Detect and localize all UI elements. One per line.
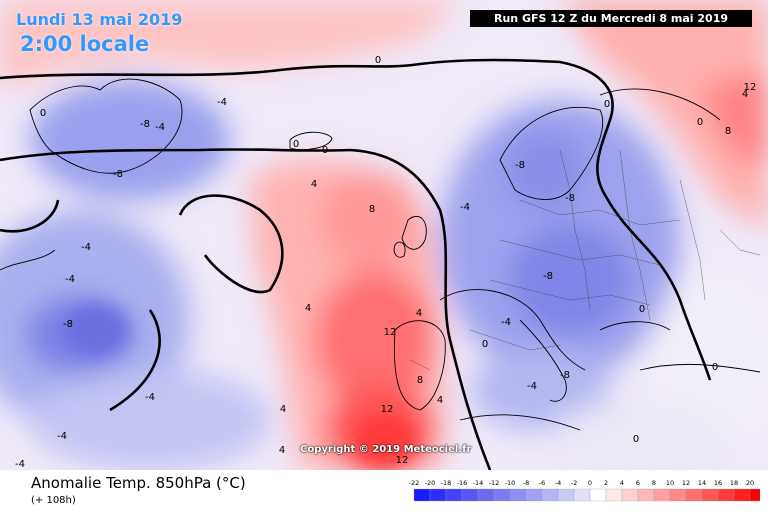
svg-text:4: 4 xyxy=(280,404,286,415)
svg-text:4: 4 xyxy=(311,179,317,190)
svg-text:12: 12 xyxy=(381,404,394,415)
svg-text:0: 0 xyxy=(712,362,718,373)
legend-tick-label: 6 xyxy=(636,479,640,487)
legend-swatch xyxy=(685,488,703,502)
svg-text:-4: -4 xyxy=(57,431,67,442)
svg-text:0: 0 xyxy=(482,339,488,350)
svg-text:12: 12 xyxy=(384,327,397,338)
svg-text:12: 12 xyxy=(396,455,409,466)
legend-swatch xyxy=(493,488,511,502)
legend-swatch xyxy=(477,488,495,502)
legend-tick-label: 4 xyxy=(620,479,624,487)
country-borders xyxy=(409,149,761,371)
legend-tick-label: -8 xyxy=(523,479,529,487)
legend-swatch xyxy=(557,488,575,502)
legend-tick-label: -2 xyxy=(571,479,577,487)
legend-tick-label: -14 xyxy=(473,479,484,487)
svg-text:0: 0 xyxy=(293,139,299,150)
svg-text:-8: -8 xyxy=(565,193,575,204)
svg-text:0: 0 xyxy=(40,108,46,119)
legend-tick-label: -20 xyxy=(425,479,436,487)
svg-text:4: 4 xyxy=(279,445,285,456)
legend-tick-label: -22 xyxy=(409,479,420,487)
legend-swatch xyxy=(509,488,527,502)
svg-text:4: 4 xyxy=(437,395,443,406)
legend-swatch xyxy=(445,488,463,502)
legend-tick-label: 20 xyxy=(746,479,754,487)
svg-text:-4: -4 xyxy=(217,97,227,108)
legend-tick-label: 18 xyxy=(730,479,738,487)
svg-text:-8: -8 xyxy=(63,319,73,330)
color-scale-legend: -22 -20 -18 -16 -14 -12 -10 -8 -6 -4 -2 0 2 4 6 8 10 12 14… xyxy=(409,479,760,502)
legend-tick-label: -12 xyxy=(489,479,500,487)
svg-text:4: 4 xyxy=(742,89,748,100)
svg-text:-4: -4 xyxy=(65,274,75,285)
model-run-label: Run GFS 12 Z du Mercredi 8 mai 2019 xyxy=(470,10,752,27)
svg-text:8: 8 xyxy=(417,375,423,386)
legend-tick-label: -10 xyxy=(505,479,516,487)
legend-swatch xyxy=(621,488,639,502)
svg-text:-4: -4 xyxy=(460,202,470,213)
svg-text:-8: -8 xyxy=(113,169,123,180)
legend-tick-label: -16 xyxy=(457,479,468,487)
svg-text:0: 0 xyxy=(697,117,703,128)
legend-swatch xyxy=(733,488,751,502)
legend-tick-label: -4 xyxy=(555,479,561,487)
svg-text:8: 8 xyxy=(369,204,375,215)
svg-text:0: 0 xyxy=(633,434,639,445)
copyright-notice: Copyright © 2019 Meteociel.fr xyxy=(300,444,472,455)
legend-tick-label: 8 xyxy=(652,479,656,487)
legend-swatch xyxy=(605,488,623,502)
svg-text:-4: -4 xyxy=(145,392,155,403)
svg-text:-4: -4 xyxy=(15,459,25,470)
svg-text:-8: -8 xyxy=(543,271,553,282)
coastlines xyxy=(0,78,761,431)
svg-text:-4: -4 xyxy=(527,381,537,392)
legend-swatch xyxy=(653,488,671,502)
anomaly-field xyxy=(0,0,768,470)
zero-contour xyxy=(0,58,712,470)
svg-text:0: 0 xyxy=(322,145,328,156)
legend-swatch xyxy=(413,488,431,502)
svg-text:-4: -4 xyxy=(155,122,165,133)
legend-swatch xyxy=(429,488,447,502)
temperature-anomaly-map: 0 0 0 0 0 0 0 0 0 0 4 4 4 4 4 4 4 8 8 8 … xyxy=(0,0,768,470)
legend-tick-label: 2 xyxy=(604,479,608,487)
legend-tick-label: 14 xyxy=(698,479,706,487)
svg-text:12: 12 xyxy=(744,82,757,93)
forecast-date-label: Lundi 13 mai 2019 xyxy=(16,10,183,29)
contour-labels: 0 0 0 0 0 0 0 0 0 0 4 4 4 4 4 4 4 8 8 8 … xyxy=(15,55,756,470)
svg-text:4: 4 xyxy=(416,308,422,319)
lead-time-label: (+ 108h) xyxy=(31,495,76,506)
legend-swatch xyxy=(749,488,760,502)
svg-text:-8: -8 xyxy=(560,370,570,381)
svg-text:8: 8 xyxy=(725,126,731,137)
svg-text:0: 0 xyxy=(639,304,645,315)
legend-swatch xyxy=(589,488,607,502)
legend-tick-label: 0 xyxy=(588,479,592,487)
legend-swatch xyxy=(669,488,687,502)
legend-tick-label: -18 xyxy=(441,479,452,487)
svg-text:0: 0 xyxy=(604,99,610,110)
legend-tick-label: 10 xyxy=(666,479,674,487)
legend-swatch xyxy=(701,488,719,502)
legend-swatch xyxy=(541,488,559,502)
svg-text:-8: -8 xyxy=(515,160,525,171)
local-time-label: 2:00 locale xyxy=(20,32,150,56)
legend-swatch xyxy=(637,488,655,502)
svg-text:0: 0 xyxy=(375,55,381,66)
svg-text:-8: -8 xyxy=(140,119,150,130)
legend-tick-label: 16 xyxy=(714,479,722,487)
legend-tick-label: -6 xyxy=(539,479,545,487)
svg-text:4: 4 xyxy=(305,303,311,314)
legend-swatch xyxy=(525,488,543,502)
svg-text:-4: -4 xyxy=(81,242,91,253)
svg-text:-4: -4 xyxy=(501,317,511,328)
legend-swatch xyxy=(573,488,591,502)
map-title: Anomalie Temp. 850hPa (°C) xyxy=(31,474,246,492)
legend-tick-label: 12 xyxy=(682,479,690,487)
legend-swatch xyxy=(717,488,735,502)
legend-swatch xyxy=(461,488,479,502)
